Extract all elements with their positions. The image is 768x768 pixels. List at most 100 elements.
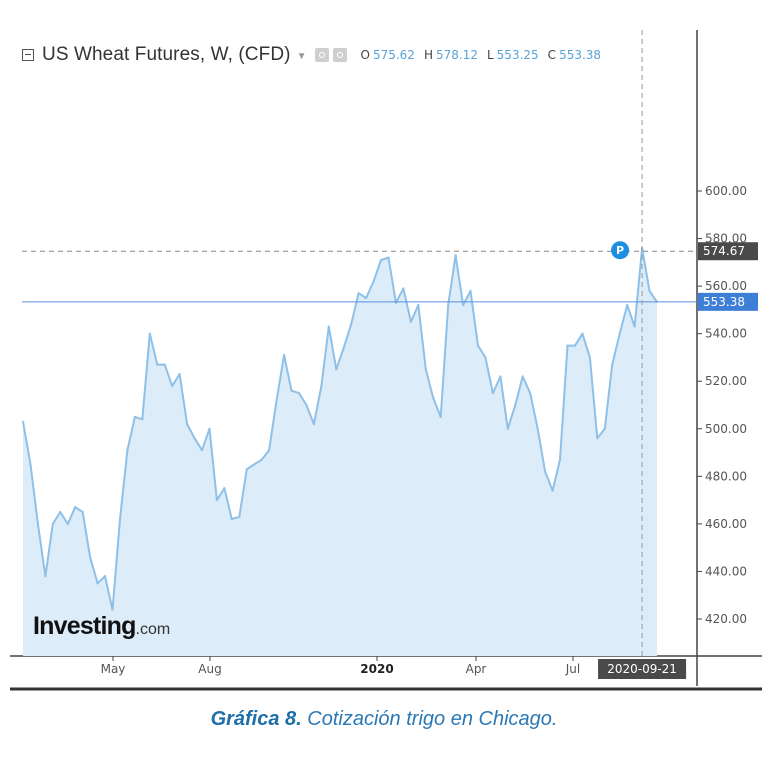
price-chart[interactable]: 420.00 440.00 460.00 480.00 500.00 520.00 540.… xyxy=(10,30,762,692)
data-point xyxy=(432,396,435,400)
data-point xyxy=(357,292,360,295)
current-price-label: 553.38 xyxy=(703,295,745,309)
open-value: 575.62 xyxy=(372,48,415,62)
data-point xyxy=(581,332,584,335)
data-point xyxy=(327,325,331,328)
data-point xyxy=(514,403,517,407)
data-point xyxy=(59,510,62,514)
data-point xyxy=(558,458,562,461)
data-point xyxy=(536,427,539,430)
data-point xyxy=(409,320,413,323)
data-point xyxy=(387,256,390,259)
data-point xyxy=(126,448,129,452)
data-point xyxy=(133,415,137,419)
current-price-badge xyxy=(698,292,758,311)
data-point xyxy=(193,437,196,440)
data-point xyxy=(215,498,219,502)
data-point xyxy=(253,463,256,466)
x-tick-label: Jul xyxy=(565,662,580,676)
data-point xyxy=(566,344,569,347)
p-marker-icon xyxy=(611,241,630,260)
data-point xyxy=(21,420,25,423)
data-point xyxy=(379,258,383,262)
low-value: 553.25 xyxy=(496,48,539,62)
high-key: H xyxy=(423,48,433,62)
y-tick-label: 500.00 xyxy=(705,422,747,436)
caption-label: Gráfica 8. xyxy=(210,708,302,730)
data-point xyxy=(625,303,629,307)
data-point xyxy=(618,332,621,335)
x-tick-label: 2020 xyxy=(360,662,393,676)
data-point xyxy=(648,289,651,293)
settings-icon[interactable] xyxy=(332,48,347,62)
data-point xyxy=(491,391,495,395)
close-value: 553.38 xyxy=(559,48,602,62)
chart-title: US Wheat Futures, W, (CFD) xyxy=(42,44,291,65)
series-area xyxy=(23,248,657,656)
data-point xyxy=(118,517,122,521)
data-point xyxy=(185,422,189,426)
data-point xyxy=(200,448,204,452)
data-point xyxy=(454,254,457,257)
data-point xyxy=(51,522,55,526)
visibility-toggle-icon[interactable] xyxy=(314,48,329,62)
data-point xyxy=(305,403,308,407)
crosshair-date-badge xyxy=(598,659,687,679)
data-point xyxy=(156,363,159,366)
close-key: C xyxy=(547,48,557,62)
data-point xyxy=(573,344,577,347)
data-point xyxy=(245,468,248,471)
y-tick-label: 460.00 xyxy=(705,517,747,531)
data-point xyxy=(349,322,353,326)
x-tick-label: Apr xyxy=(466,662,487,676)
data-point xyxy=(230,517,234,521)
data-point xyxy=(208,427,211,430)
data-point xyxy=(260,458,263,461)
y-tick-label: 600.00 xyxy=(705,184,747,198)
data-point xyxy=(364,296,368,300)
data-point xyxy=(446,303,450,307)
data-point xyxy=(402,287,405,290)
x-tick-label: Aug xyxy=(198,662,221,676)
data-point xyxy=(170,384,174,388)
logo-suffix: .com xyxy=(135,621,171,638)
data-point xyxy=(88,555,92,559)
crosshair-price-badge xyxy=(698,242,758,261)
data-point xyxy=(469,289,472,293)
data-point xyxy=(141,418,144,421)
caption-text: Cotización trigo en Chicago. xyxy=(307,708,558,730)
data-point xyxy=(178,372,181,376)
chart-header: US Wheat Futures, W, (CFD) ▼ O 575.62 H … xyxy=(22,42,610,68)
collapse-icon[interactable] xyxy=(22,49,34,61)
data-point xyxy=(596,437,599,440)
open-key: O xyxy=(360,48,370,62)
high-value: 578.12 xyxy=(435,48,478,62)
x-tick-label: May xyxy=(101,662,126,676)
data-point xyxy=(223,487,226,490)
data-point xyxy=(238,515,241,518)
crosshair-date-label: 2020-09-21 xyxy=(607,662,677,676)
data-point xyxy=(275,399,278,402)
data-point xyxy=(29,463,32,466)
data-point xyxy=(372,280,375,283)
data-point xyxy=(499,375,502,378)
data-point xyxy=(551,489,554,492)
data-point xyxy=(424,368,427,371)
data-point xyxy=(44,575,47,578)
data-point xyxy=(543,470,547,473)
y-tick-label: 580.00 xyxy=(705,232,747,246)
data-point xyxy=(148,332,151,335)
chevron-down-icon[interactable]: ▼ xyxy=(296,50,307,62)
data-point xyxy=(312,422,316,426)
data-point xyxy=(476,344,480,347)
data-point xyxy=(335,368,338,371)
data-point xyxy=(36,522,40,526)
data-point xyxy=(521,375,524,378)
data-point xyxy=(103,575,107,578)
y-tick-label: 440.00 xyxy=(705,564,747,578)
data-point xyxy=(588,356,592,359)
p-marker-label: P xyxy=(616,244,624,257)
data-point xyxy=(297,391,301,395)
data-point xyxy=(282,353,286,357)
data-point xyxy=(484,356,487,359)
